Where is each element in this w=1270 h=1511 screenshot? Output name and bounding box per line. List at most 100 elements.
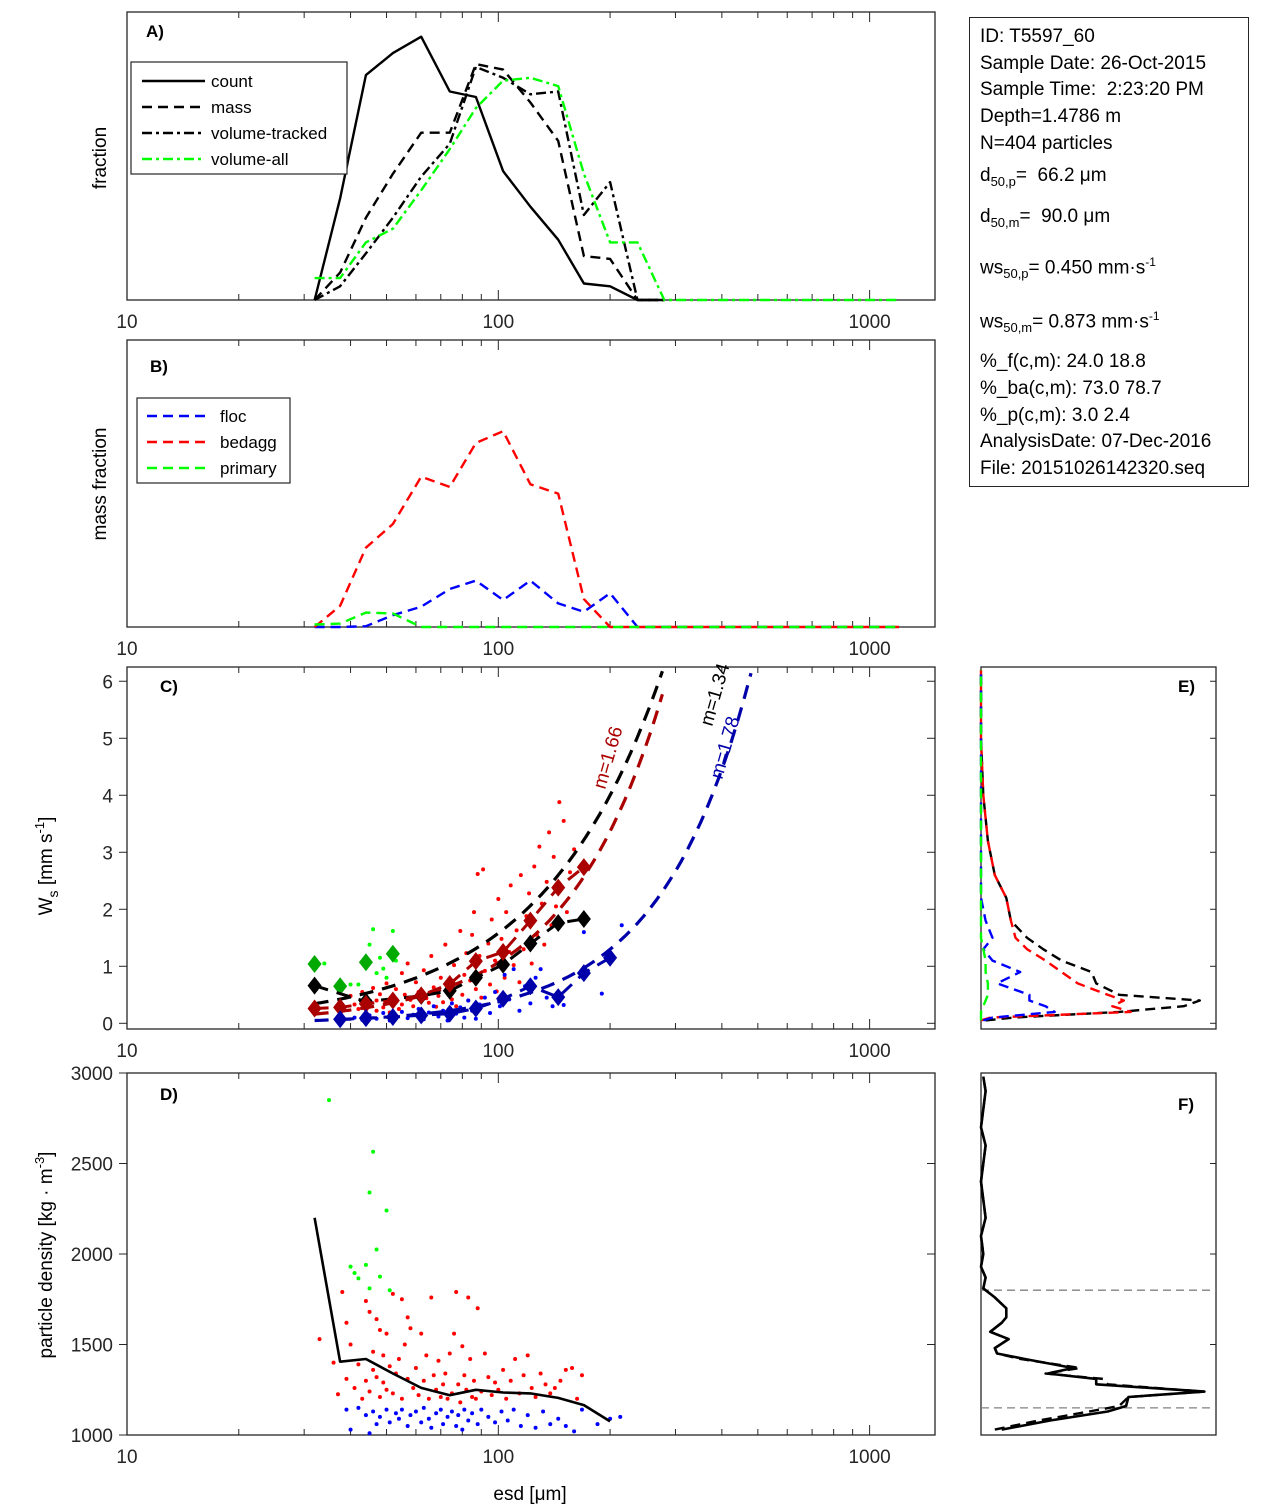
- scatter-point-bedagg: [411, 1385, 416, 1390]
- scatter-point-floc: [550, 1004, 555, 1009]
- axes-box: [126, 11, 936, 301]
- scatter-point-floc: [456, 1413, 461, 1418]
- scatter-point-bedagg: [475, 871, 480, 876]
- scatter-point-primary: [322, 961, 327, 966]
- scatter-point-bedagg: [470, 932, 475, 937]
- scatter-point-bedagg: [553, 904, 558, 909]
- profile-line-density-pdf-alt: [979, 1076, 1206, 1431]
- scatter-point-bedagg: [399, 1396, 404, 1401]
- scatter-point-bedagg: [335, 1392, 340, 1397]
- y-tick-label: 3000: [71, 1064, 113, 1085]
- scatter-point-bedagg: [416, 1393, 421, 1398]
- scatter-point-bedagg: [543, 1382, 548, 1387]
- bin-mean-marker-floc: [358, 1009, 373, 1028]
- scatter-point-floc: [595, 1422, 600, 1427]
- legend: count mass volume-tracked volume-all: [130, 61, 348, 175]
- y-tick-label: 3: [102, 843, 113, 864]
- scatter-point-bedagg: [542, 942, 547, 947]
- scatter-point-bedagg: [564, 910, 569, 915]
- bin-mean-marker-floc: [603, 948, 618, 967]
- scatter-point-floc: [499, 1409, 504, 1414]
- scatter-point-bedagg: [344, 1320, 349, 1325]
- scatter-point-floc: [538, 967, 543, 972]
- scatter-point-bedagg: [502, 975, 507, 980]
- scatter-point-floc: [479, 1407, 484, 1412]
- scatter-point-floc: [462, 1407, 467, 1412]
- scatter-point-bedagg: [431, 985, 436, 990]
- x-tick-label: 1000: [848, 1041, 890, 1062]
- scatter-point-bedagg: [471, 910, 476, 915]
- scatter-point-bedagg: [405, 961, 410, 966]
- bin-mean-marker-floc: [333, 1010, 348, 1029]
- scatter-point-bedagg: [374, 1317, 379, 1322]
- profile-line-floc: [979, 669, 1056, 1022]
- scatter-point-floc: [525, 1413, 530, 1418]
- bin-mean-marker-all: [523, 934, 538, 953]
- scatter-point-bedagg: [411, 1004, 416, 1009]
- bin-mean-marker-primary: [358, 953, 373, 972]
- scatter-point-bedagg: [381, 1380, 386, 1385]
- scatter-point-floc: [579, 1407, 584, 1412]
- x-tick-label: 1000: [848, 312, 890, 333]
- info-line: Depth=1.4786 m: [980, 106, 1122, 128]
- scatter-point-primary: [367, 942, 372, 947]
- scatter-point-bedagg: [521, 1373, 526, 1378]
- scatter-point-floc: [511, 1407, 516, 1412]
- scatter-point-bedagg: [381, 1005, 386, 1010]
- scatter-point-bedagg: [399, 971, 404, 976]
- y-tick-label: 2000: [71, 1245, 113, 1266]
- x-axis-label: esd [μm]: [493, 1484, 566, 1505]
- scatter-point-primary: [377, 1274, 382, 1279]
- scatter-point-bedagg: [470, 1394, 475, 1399]
- scatter-point-floc: [473, 1016, 478, 1021]
- scatter-point-primary: [356, 1276, 361, 1281]
- scatter-point-bedagg: [501, 1367, 506, 1372]
- profile-line-bedagg: [979, 669, 1132, 1022]
- scatter-point-bedagg: [489, 1393, 494, 1398]
- scatter-point-floc: [518, 1423, 523, 1428]
- scatter-point-primary: [381, 966, 386, 971]
- info-line: ws50,p= 0.450 mm·s-1: [980, 255, 1156, 282]
- scatter-point-bedagg: [525, 1353, 530, 1358]
- scatter-point-bedagg: [517, 980, 522, 985]
- scatter-point-floc: [429, 1425, 434, 1430]
- scatter-point-bedagg: [384, 1331, 389, 1336]
- scatter-point-floc: [431, 1004, 436, 1009]
- scatter-point-bedagg: [563, 1367, 568, 1372]
- scatter-point-bedagg: [557, 800, 562, 805]
- scatter-point-floc: [561, 1003, 566, 1008]
- scatter-point-bedagg: [468, 1356, 473, 1361]
- scatter-point-bedagg: [371, 985, 376, 990]
- scatter-point-floc: [475, 1422, 480, 1427]
- panel-e-velocity-profile: E): [979, 666, 1217, 1030]
- bin-mean-marker-floc: [496, 989, 511, 1008]
- scatter-point-bedagg: [374, 998, 379, 1003]
- scatter-point-primary: [390, 928, 395, 933]
- scatter-point-bedagg: [352, 1385, 357, 1390]
- legend: floc bedagg primary: [136, 397, 291, 484]
- scatter-point-bedagg: [482, 1351, 487, 1356]
- scatter-point-bedagg: [504, 1396, 509, 1401]
- scatter-point-bedagg: [452, 1331, 457, 1336]
- panel-label: C): [160, 677, 178, 696]
- info-line: N=404 particles: [980, 132, 1113, 154]
- scatter-point-bedagg: [421, 1378, 426, 1383]
- scatter-point-bedagg: [374, 1375, 379, 1380]
- scatter-point-bedagg: [390, 1291, 395, 1296]
- scatter-point-floc: [434, 1411, 439, 1416]
- scatter-point-floc: [377, 1414, 382, 1419]
- x-tick-label: 10: [116, 312, 137, 333]
- bin-mean-marker-floc: [523, 977, 538, 996]
- y-axis-label: fraction: [90, 127, 111, 189]
- scatter-point-bedagg: [529, 1385, 534, 1390]
- scatter-point-bedagg: [552, 1385, 557, 1390]
- scatter-point-bedagg: [402, 1342, 407, 1347]
- bin-mean-marker-bedagg: [523, 911, 538, 930]
- scatter-point-bedagg: [402, 992, 407, 997]
- scatter-point-bedagg: [473, 987, 478, 992]
- legend-label: bedagg: [220, 433, 277, 452]
- scatter-point-primary: [371, 1149, 376, 1154]
- legend-label: primary: [220, 459, 277, 478]
- info-line: AnalysisDate: 07-Dec-2016: [980, 431, 1212, 453]
- bin-mean-marker-floc: [551, 988, 566, 1007]
